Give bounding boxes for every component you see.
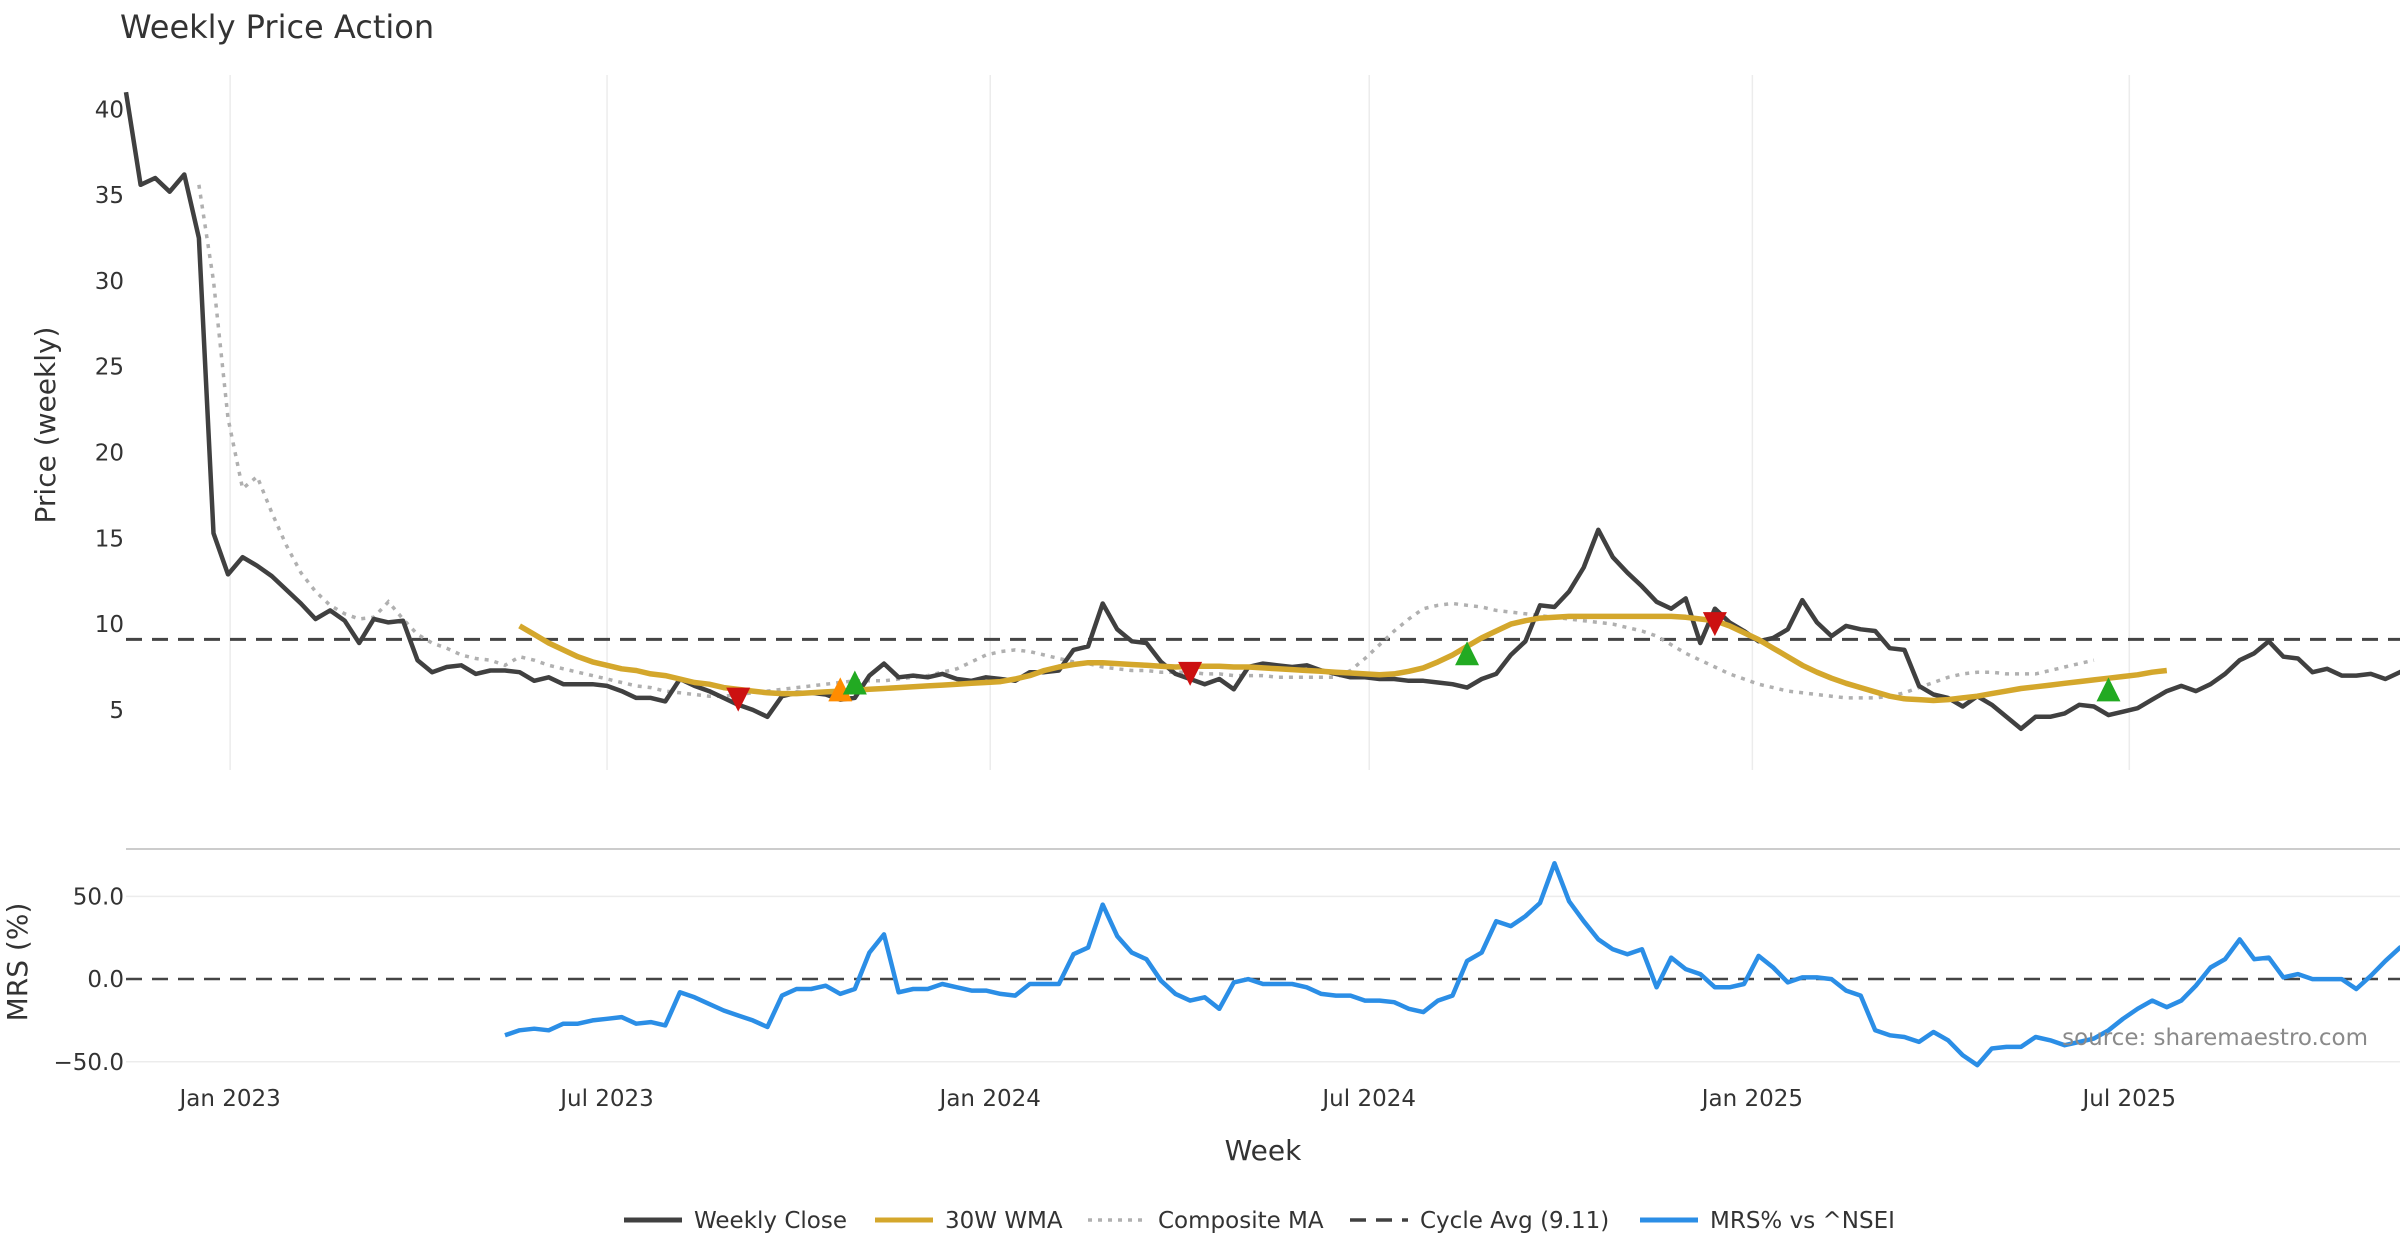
legend-label: MRS% vs ^NSEI: [1710, 1208, 1895, 1234]
composite-ma-line: [197, 184, 2095, 700]
mrs-y-tick-label: 0.0: [87, 967, 124, 993]
mrs-y-tick-label: 50.0: [73, 884, 124, 910]
mrs-line: [504, 861, 2400, 1068]
legend-label: Composite MA: [1158, 1208, 1324, 1234]
mrs-panel: 50.0 0.0 −50.0 MRS (%) source: sharemaestr…: [1, 861, 2400, 1076]
wma-30w-line: [518, 613, 2168, 704]
price-y-tick-label: 5: [109, 698, 124, 724]
x-tick-label: Jul 2023: [558, 1086, 654, 1112]
legend: Weekly Close 30W WMA Composite MA Cycle Avg…: [624, 1208, 1895, 1234]
price-y-tick-label: 20: [95, 441, 124, 467]
sell-signal-marker: [726, 687, 751, 712]
mrs-series: [504, 861, 2400, 1068]
legend-label: Weekly Close: [694, 1208, 847, 1234]
mrs-y-ticks: 50.0 0.0 −50.0: [54, 884, 124, 1075]
price-y-tick-label: 30: [95, 269, 124, 295]
mrs-y-axis-label: MRS (%): [1, 903, 34, 1022]
price-y-ticks: 5 10 15 20 25 30 35 40: [95, 97, 124, 724]
price-y-tick-label: 25: [95, 355, 124, 381]
legend-item-30w-wma: 30W WMA: [875, 1208, 1063, 1234]
x-tick-label: Jan 2025: [1700, 1086, 1803, 1112]
weekly-close-line: [123, 91, 2400, 732]
legend-label: 30W WMA: [945, 1208, 1063, 1234]
mrs-gridlines: [126, 895, 2400, 1063]
price-y-tick-label: 10: [95, 612, 124, 638]
buy-signal-marker: [2096, 677, 2121, 702]
x-tick-label: Jul 2025: [2080, 1086, 2176, 1112]
price-y-axis-label: Price (weekly): [29, 327, 62, 524]
x-tick-label: Jan 2023: [177, 1086, 280, 1112]
x-tick-label: Jan 2024: [938, 1086, 1041, 1112]
buy-signal-marker: [1455, 641, 1480, 666]
price-y-tick-label: 15: [95, 526, 124, 552]
chart-title: Weekly Price Action: [120, 8, 434, 46]
price-series: [123, 91, 2400, 732]
source-text: source: sharemaestro.com: [2062, 1025, 2368, 1051]
x-axis-label: Week: [1225, 1134, 1302, 1167]
sell-signal-marker: [1178, 661, 1203, 686]
x-tick-label: Jul 2024: [1320, 1086, 1416, 1112]
legend-item-weekly-close: Weekly Close: [624, 1208, 847, 1234]
warning-signal-marker: [828, 677, 853, 702]
signal-markers: [726, 612, 2121, 712]
legend-item-composite-ma: Composite MA: [1088, 1208, 1324, 1234]
price-panel: 5 10 15 20 25 30 35 40 Price (weekly): [29, 75, 2400, 770]
legend-item-cycle-avg-9-11: Cycle Avg (9.11): [1350, 1208, 1609, 1234]
x-axis-ticks: Jan 2023 Jul 2023 Jan 2024 Jul 2024 Jan 2025…: [177, 1086, 2176, 1112]
sell-signal-marker: [1702, 612, 1727, 637]
legend-item-mrs-vs-nsei: MRS% vs ^NSEI: [1640, 1208, 1895, 1234]
buy-signal-marker: [842, 670, 867, 695]
legend-label: Cycle Avg (9.11): [1420, 1208, 1609, 1234]
mrs-y-tick-label: −50.0: [54, 1050, 124, 1076]
price-y-tick-label: 35: [95, 183, 124, 209]
price-gridlines: [229, 75, 2131, 770]
price-y-tick-label: 40: [95, 97, 124, 123]
